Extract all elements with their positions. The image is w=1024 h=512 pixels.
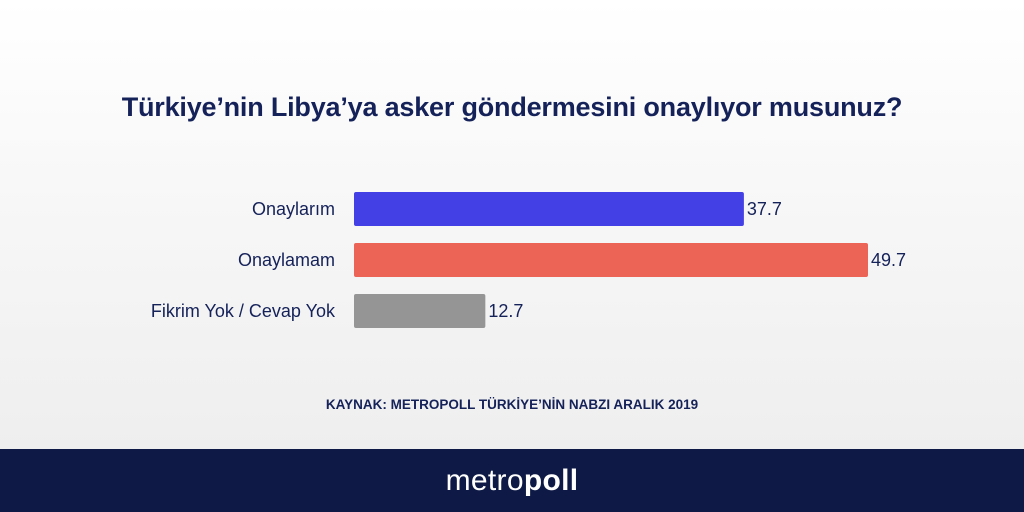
footer-bar: metropoll bbox=[0, 449, 1024, 512]
logo-part-poll: poll bbox=[523, 463, 579, 497]
value-label-fikrim-yok-cevap-yok: 12.7 bbox=[488, 301, 523, 321]
bar-onaylamam bbox=[354, 243, 868, 277]
chart-title: Türkiye’nin Libya’ya asker göndermesini … bbox=[121, 92, 903, 122]
category-label-onaylamam: Onaylamam bbox=[238, 250, 335, 270]
metropoll-logo: metropoll bbox=[446, 464, 579, 498]
category-label-fikrim-yok-cevap-yok: Fikrim Yok / Cevap Yok bbox=[151, 301, 336, 321]
category-label-onaylar-m: Onaylarım bbox=[252, 199, 335, 219]
bar-fikrim-yok-cevap-yok bbox=[354, 294, 486, 328]
source-note: KAYNAK: METROPOLL TÜRKİYE’NİN NABZI ARAL… bbox=[325, 397, 699, 412]
value-label-onaylamam: 49.7 bbox=[871, 250, 906, 270]
logo-part-metro: metro bbox=[445, 463, 524, 497]
value-label-onaylar-m: 37.7 bbox=[747, 199, 782, 219]
bars-group: Onaylarım 37.7 Onaylamam 49.7 Fikrim Yok / C… bbox=[151, 192, 906, 328]
bar-onaylar-m bbox=[354, 192, 744, 226]
